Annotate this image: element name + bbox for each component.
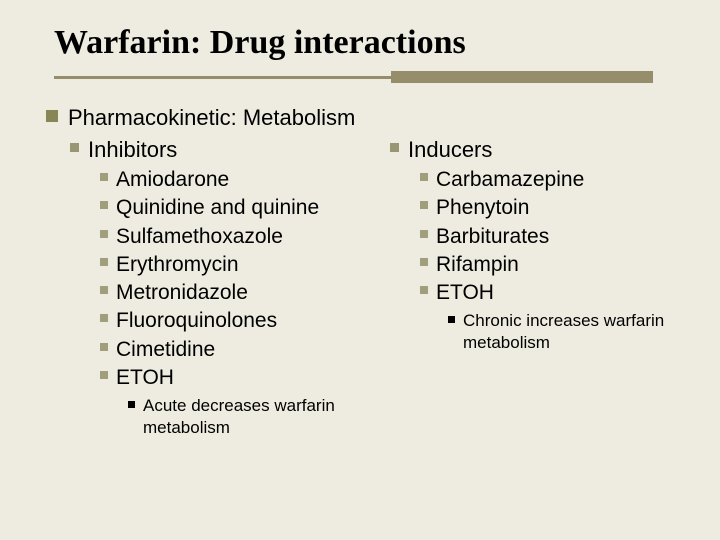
list-item-text: Amiodarone bbox=[116, 166, 229, 193]
slide-title: Warfarin: Drug interactions bbox=[54, 24, 686, 62]
square-bullet-icon bbox=[100, 371, 108, 379]
list-item: Carbamazepine bbox=[420, 166, 676, 193]
heading-text: Pharmacokinetic: Metabolism bbox=[68, 105, 355, 131]
title-area: Warfarin: Drug interactions bbox=[0, 0, 720, 79]
list-item-text: Phenytoin bbox=[436, 194, 529, 221]
list-item-text: Fluoroquinolones bbox=[116, 307, 277, 334]
two-column-layout: Inhibitors AmiodaroneQuinidine and quini… bbox=[46, 137, 686, 438]
list-item: Sulfamethoxazole bbox=[100, 223, 386, 250]
square-bullet-icon bbox=[420, 173, 428, 181]
list-item-text: Carbamazepine bbox=[436, 166, 584, 193]
square-bullet-icon bbox=[420, 258, 428, 266]
list-item: Erythromycin bbox=[100, 251, 386, 278]
list-item: Rifampin bbox=[420, 251, 676, 278]
title-underline bbox=[54, 76, 652, 79]
square-bullet-icon bbox=[448, 316, 455, 323]
heading-row: Pharmacokinetic: Metabolism bbox=[46, 105, 686, 131]
inhibitors-note: Acute decreases warfarin metabolism bbox=[143, 395, 386, 438]
list-item: Barbiturates bbox=[420, 223, 676, 250]
square-bullet-icon bbox=[420, 286, 428, 294]
list-item: Phenytoin bbox=[420, 194, 676, 221]
square-bullet-icon bbox=[100, 230, 108, 238]
inducers-column: Inducers CarbamazepinePhenytoinBarbitura… bbox=[386, 137, 676, 438]
inducers-heading: Inducers bbox=[390, 137, 676, 163]
list-item: Fluoroquinolones bbox=[100, 307, 386, 334]
list-item-text: Barbiturates bbox=[436, 223, 549, 250]
square-bullet-icon bbox=[100, 201, 108, 209]
square-bullet-icon bbox=[100, 314, 108, 322]
square-bullet-icon bbox=[100, 173, 108, 181]
list-item-text: Rifampin bbox=[436, 251, 519, 278]
square-bullet-icon bbox=[70, 143, 79, 152]
inducers-note-row: Chronic increases warfarin metabolism bbox=[448, 310, 676, 353]
square-bullet-icon bbox=[420, 201, 428, 209]
list-item: Quinidine and quinine bbox=[100, 194, 386, 221]
list-item-text: ETOH bbox=[436, 279, 494, 306]
inhibitors-note-row: Acute decreases warfarin metabolism bbox=[128, 395, 386, 438]
list-item-text: ETOH bbox=[116, 364, 174, 391]
list-item: ETOH bbox=[100, 364, 386, 391]
list-item-text: Sulfamethoxazole bbox=[116, 223, 283, 250]
list-item: Cimetidine bbox=[100, 336, 386, 363]
list-item-text: Cimetidine bbox=[116, 336, 215, 363]
square-bullet-icon bbox=[100, 258, 108, 266]
inducers-title: Inducers bbox=[408, 137, 492, 163]
square-bullet-icon bbox=[100, 343, 108, 351]
list-item-text: Erythromycin bbox=[116, 251, 239, 278]
inducers-note: Chronic increases warfarin metabolism bbox=[463, 310, 676, 353]
inhibitors-heading: Inhibitors bbox=[70, 137, 386, 163]
square-bullet-icon bbox=[128, 401, 135, 408]
list-item: ETOH bbox=[420, 279, 676, 306]
content-area: Pharmacokinetic: Metabolism Inhibitors A… bbox=[0, 79, 720, 438]
square-bullet-icon bbox=[390, 143, 399, 152]
square-bullet-icon bbox=[420, 230, 428, 238]
inhibitors-column: Inhibitors AmiodaroneQuinidine and quini… bbox=[46, 137, 386, 438]
list-item-text: Quinidine and quinine bbox=[116, 194, 319, 221]
inhibitors-title: Inhibitors bbox=[88, 137, 177, 163]
list-item: Metronidazole bbox=[100, 279, 386, 306]
square-bullet-icon bbox=[100, 286, 108, 294]
list-item: Amiodarone bbox=[100, 166, 386, 193]
list-item-text: Metronidazole bbox=[116, 279, 248, 306]
square-bullet-icon bbox=[46, 110, 58, 122]
